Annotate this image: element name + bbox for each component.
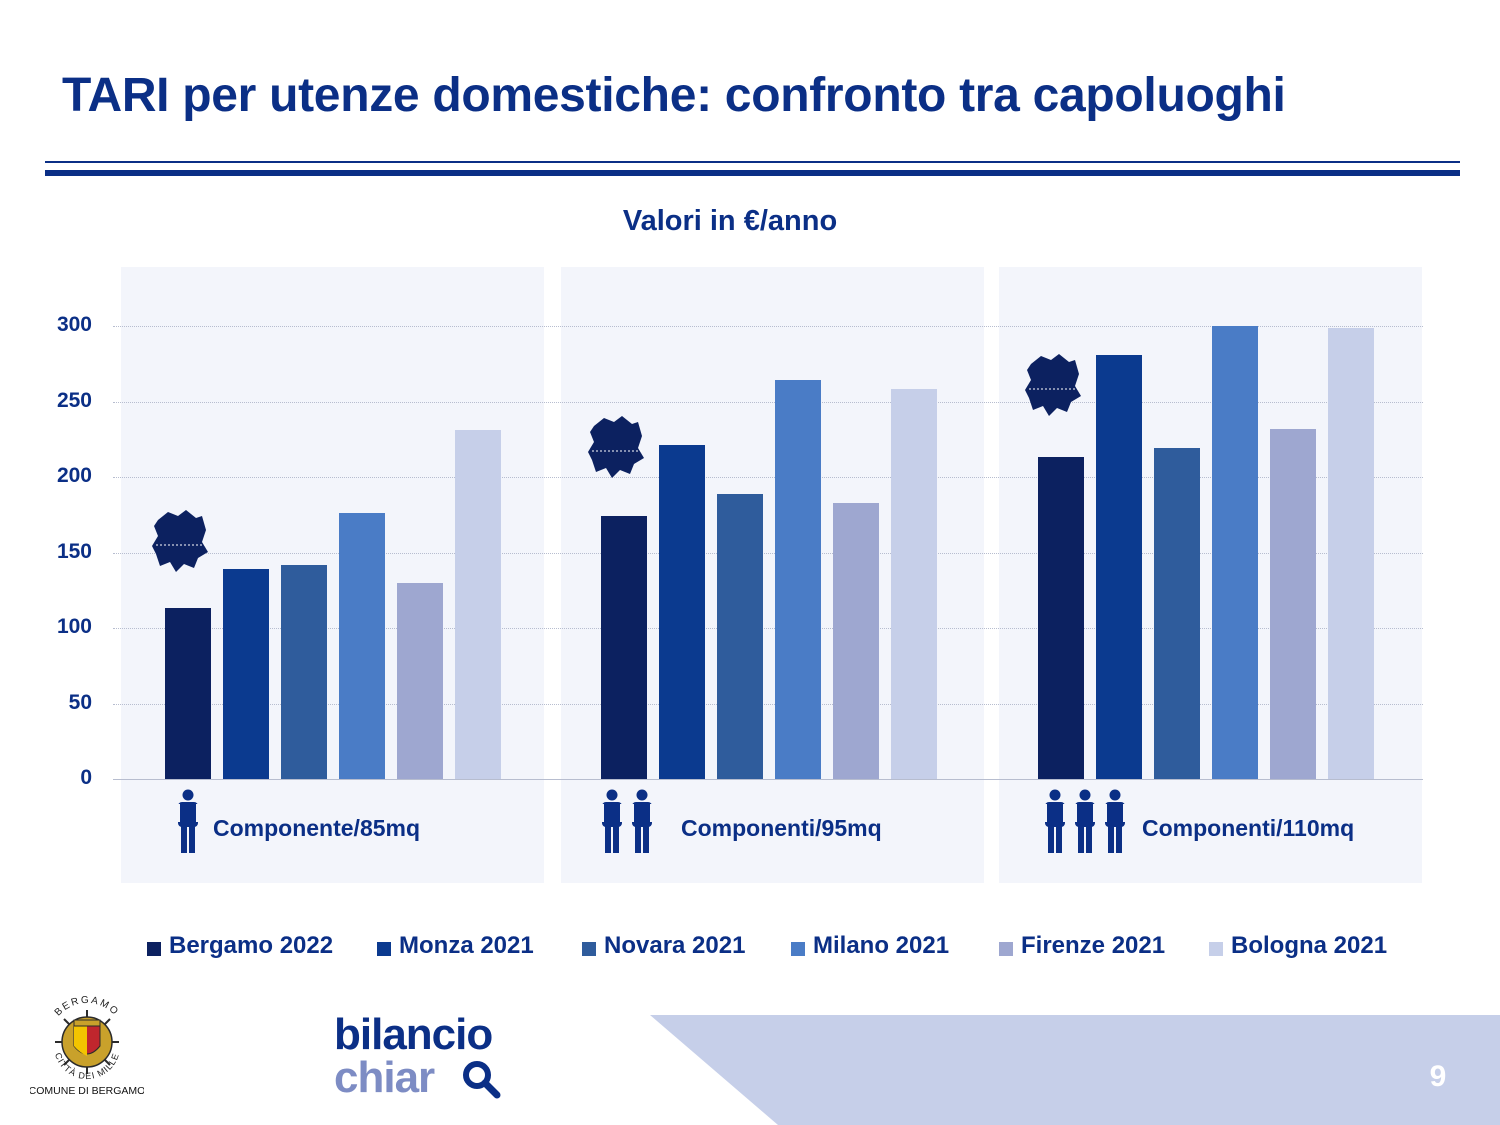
title-divider-thin	[45, 161, 1460, 163]
gridline	[113, 401, 1423, 403]
bergamo-map-icon	[1023, 352, 1083, 418]
gridline	[113, 477, 1423, 478]
gridline	[113, 326, 1423, 327]
legend-label: Bergamo 2022	[169, 932, 334, 959]
category-label: Componente/85mq	[213, 815, 421, 841]
page-title: TARI per utenze domestiche: confronto tr…	[62, 69, 1286, 122]
y-tick-label: 250	[56, 388, 92, 412]
person-icon	[1104, 789, 1126, 853]
bar-monza-2021-2	[659, 445, 705, 779]
category-label: Componenti/110mq	[1142, 815, 1355, 841]
legend-swatch	[582, 942, 596, 956]
bar-bergamo-2022-2	[601, 516, 647, 779]
bar-milano-2021-3	[1212, 326, 1258, 779]
chart-legend: Bergamo 2022 Monza 2021 Novara 2021 Milano …	[0, 932, 1500, 966]
bar-novara-2021-1	[281, 564, 327, 779]
person-icon	[631, 789, 653, 853]
person-icon	[601, 789, 623, 853]
bar-bergamo-2022-3	[1038, 457, 1084, 779]
bar-milano-2021-2	[775, 380, 821, 779]
gridline	[113, 552, 1423, 554]
bar-novara-2021-3	[1154, 448, 1200, 779]
category-label: Componenti/95mq	[681, 815, 882, 841]
legend-label: Monza 2021	[399, 932, 534, 959]
footer-shape	[650, 1015, 1500, 1125]
bar-monza-2021-1	[223, 569, 269, 779]
bar-monza-2021-3	[1096, 354, 1142, 779]
bergamo-map-icon	[586, 414, 646, 480]
legend-swatch	[377, 942, 391, 956]
y-tick-label: 300	[56, 313, 92, 336]
gridline	[113, 628, 1423, 629]
bar-firenze-2021-1	[397, 582, 443, 779]
comune-di-bergamo-emblem: BERGAMO CITTÀ DEI MILLE COMUNE DI BERGAM…	[30, 995, 144, 1097]
x-axis-line	[113, 779, 1423, 780]
legend-label: Novara 2021	[604, 932, 746, 959]
title-divider-thick	[45, 170, 1460, 176]
y-tick-label: 0	[80, 766, 92, 789]
person-icon	[1074, 789, 1096, 853]
brand-line-2: chiar	[334, 1053, 435, 1102]
bilancio-chiaro-logo: bilancio chiar	[332, 1010, 532, 1110]
legend-label: Bologna 2021	[1231, 932, 1388, 959]
legend-swatch	[999, 942, 1013, 956]
y-tick-label: 200	[56, 464, 92, 487]
bar-firenze-2021-2	[833, 502, 879, 779]
y-tick-label: 100	[56, 615, 92, 638]
legend-swatch	[791, 942, 805, 956]
brand-line-1: bilancio	[334, 1010, 493, 1059]
person-icon	[1044, 789, 1066, 853]
magnifier-icon	[463, 1061, 501, 1099]
logo-label: COMUNE DI BERGAMO	[30, 1085, 144, 1097]
bar-firenze-2021-3	[1270, 428, 1316, 779]
y-tick-label: 50	[68, 690, 92, 714]
bar-milano-2021-1	[339, 513, 385, 779]
bar-bergamo-2022-1	[165, 608, 211, 779]
bar-bologna-2021-1	[455, 430, 501, 779]
legend-swatch	[1209, 942, 1223, 956]
bar-bologna-2021-3	[1328, 327, 1374, 779]
legend-label: Firenze 2021	[1021, 932, 1166, 959]
chart-title: Valori in €/anno	[622, 205, 838, 237]
legend-label: Milano 2021	[813, 932, 950, 959]
page-number: 9	[1429, 1060, 1447, 1093]
bar-bologna-2021-2	[891, 389, 937, 779]
gridline	[113, 703, 1423, 705]
person-icon	[177, 789, 199, 853]
bar-novara-2021-2	[717, 493, 763, 779]
y-tick-label: 150	[56, 539, 92, 563]
legend-swatch	[147, 942, 161, 956]
bergamo-map-icon	[150, 508, 210, 574]
